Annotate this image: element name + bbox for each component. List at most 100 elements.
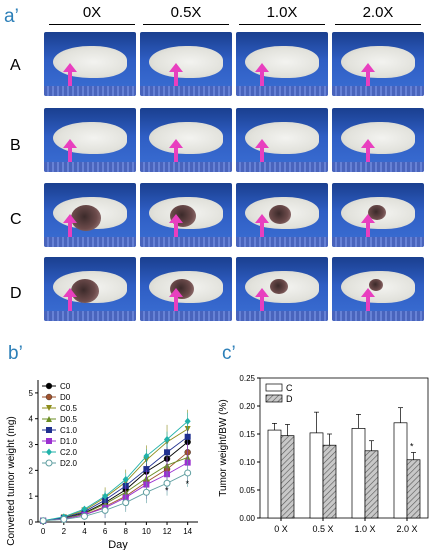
tumor-mass (269, 279, 288, 295)
legend-marker (46, 427, 52, 433)
x-tick-label: 4 (82, 527, 87, 536)
mouse-body (149, 122, 223, 155)
legend-marker (45, 393, 53, 401)
y-tick-label: 0.00 (239, 514, 255, 523)
data-point (184, 433, 191, 440)
arrow-icon (361, 139, 375, 162)
mouse-photo (332, 183, 424, 247)
mouse-body (245, 122, 319, 155)
series-line (43, 420, 188, 522)
arrow-icon (63, 139, 77, 162)
row-label-b: B (10, 137, 21, 154)
ruler (140, 162, 232, 172)
mouse-photo (140, 183, 232, 247)
ruler (332, 162, 424, 172)
panel-a-label: a’ (4, 6, 19, 27)
mouse-body (53, 122, 127, 155)
significance-mark: * (165, 486, 169, 496)
ruler (332, 86, 424, 96)
tumor-mass (71, 279, 99, 303)
arrow-icon (255, 139, 269, 162)
mouse-photo (44, 32, 136, 96)
legend: CD (265, 383, 293, 404)
y-tick-label: 0.20 (239, 402, 255, 411)
series-line (43, 457, 188, 522)
mouse-photo (332, 108, 424, 172)
y-axis-label: Converted tumor weight (mg) (6, 416, 17, 546)
data-point (122, 499, 130, 507)
data-point (81, 505, 88, 513)
data-point (142, 488, 150, 496)
column-divider (143, 24, 229, 25)
arrow-icon (361, 63, 375, 86)
ruler (332, 311, 424, 321)
plot-frame (259, 377, 429, 519)
data-point (184, 417, 191, 425)
mouse-photo (332, 257, 424, 321)
bar-C (309, 432, 324, 519)
mouse-photo (140, 108, 232, 172)
legend-label: C0.5 (60, 404, 77, 413)
ruler (236, 311, 328, 321)
data-point (39, 517, 47, 525)
data-point (80, 512, 88, 520)
legend-label: C0 (60, 382, 71, 391)
panel-c-label: c’ (222, 343, 236, 364)
data-point (60, 515, 68, 523)
mouse-body (53, 46, 127, 79)
arrow-icon (361, 288, 375, 311)
arrow-icon (169, 288, 183, 311)
bar-D (280, 435, 295, 519)
y-tick-label: 2 (29, 466, 34, 475)
ruler (332, 237, 424, 247)
row-label-a: A (10, 57, 21, 74)
bar-C (267, 429, 282, 519)
column-header-0x: 0X (82, 4, 102, 21)
ruler (140, 86, 232, 96)
legend-marker (46, 448, 52, 456)
y-axis-label: Tumor weight/BW (%) (218, 399, 229, 496)
bar-D (364, 450, 379, 519)
data-point (143, 452, 150, 460)
legend-marker (46, 438, 52, 444)
arrow-icon (255, 288, 269, 311)
data-point (122, 475, 129, 483)
ruler (44, 162, 136, 172)
arrow-icon (169, 139, 183, 162)
mouse-body (245, 46, 319, 79)
y-tick-label: 0.10 (239, 458, 255, 467)
mouse-body (149, 46, 223, 79)
x-tick-label: 2 (62, 527, 67, 536)
y-tick-label: 4 (29, 415, 34, 424)
row-label-c: C (10, 211, 22, 228)
legend-label: D0 (60, 393, 71, 402)
ruler (44, 311, 136, 321)
x-tick-label: 14 (183, 527, 192, 536)
arrow-icon (63, 214, 77, 237)
arrow-icon (255, 63, 269, 86)
bar-C (393, 422, 408, 519)
legend-label: C (286, 383, 293, 393)
legend-label: D1.0 (60, 437, 77, 446)
y-tick-label: 0 (29, 518, 34, 527)
arrow-icon (169, 214, 183, 237)
ruler (44, 86, 136, 96)
ruler (236, 162, 328, 172)
legend-label: D (286, 394, 293, 404)
ruler (44, 237, 136, 247)
x-tick-label: 12 (163, 527, 172, 536)
x-axis-label: Day (108, 539, 128, 550)
column-header-1-0x: 1.0X (266, 4, 298, 21)
column-divider (335, 24, 421, 25)
legend-swatch (265, 383, 283, 392)
column-header-0-5x: 0.5X (170, 4, 202, 21)
x-tick-label: 0.5 X (312, 524, 333, 534)
legend-label: C1.0 (60, 426, 77, 435)
significance-mark: * (186, 479, 190, 489)
ruler (140, 237, 232, 247)
column-divider (49, 24, 135, 25)
data-point (143, 466, 150, 473)
ruler (236, 237, 328, 247)
legend-label: D0.5 (60, 415, 77, 424)
